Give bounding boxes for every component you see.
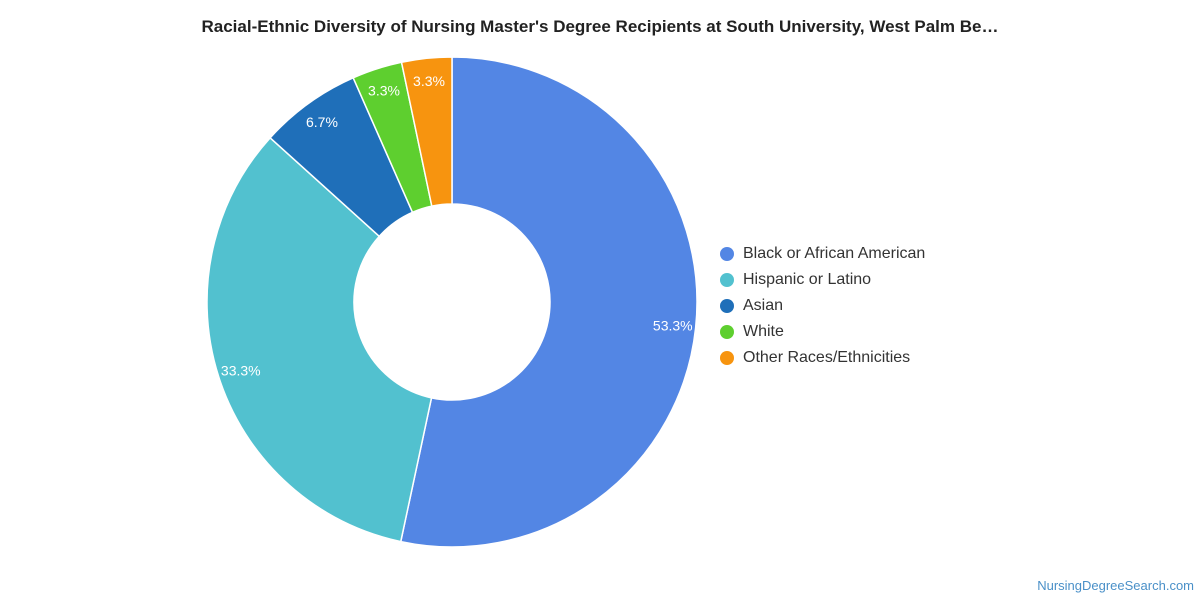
slice-label-4: 3.3% [413, 73, 445, 89]
legend-swatch-0 [720, 247, 734, 261]
legend-item-4[interactable]: Other Races/Ethnicities [720, 345, 925, 371]
slice-label-1: 33.3% [221, 362, 261, 378]
chart-title: Racial-Ethnic Diversity of Nursing Maste… [201, 17, 999, 36]
pie-slice-4[interactable] [400, 56, 453, 207]
legend-label-2: Asian [743, 297, 784, 314]
pie-slice-0[interactable] [399, 56, 698, 548]
legend-item-3[interactable]: White [720, 319, 925, 345]
legend-swatch-2 [720, 299, 734, 313]
legend-label-0: Black or African American [743, 245, 926, 262]
legend-swatch-4 [720, 351, 734, 365]
chart-legend: Black or African American Hispanic or Lat… [720, 241, 925, 371]
source-credit[interactable]: NursingDegreeSearch.com [1037, 578, 1194, 593]
slice-label-0: 53.3% [653, 317, 693, 333]
slice-label-2: 6.7% [306, 114, 338, 130]
legend-label-3: White [743, 323, 784, 340]
pie-slice-1[interactable] [206, 136, 433, 543]
legend-item-1[interactable]: Hispanic or Latino [720, 267, 925, 293]
legend-label-1: Hispanic or Latino [743, 271, 872, 288]
legend-item-0[interactable]: Black or African American [720, 241, 925, 267]
slice-label-3: 3.3% [368, 83, 400, 99]
legend-swatch-1 [720, 273, 734, 287]
legend-item-2[interactable]: Asian [720, 293, 925, 319]
legend-label-4: Other Races/Ethnicities [743, 349, 911, 366]
legend-swatch-3 [720, 325, 734, 339]
